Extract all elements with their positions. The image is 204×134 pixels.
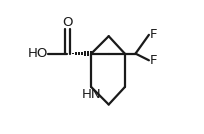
Text: HO: HO <box>27 47 48 60</box>
Text: HN: HN <box>81 88 101 101</box>
Text: F: F <box>150 54 158 67</box>
Text: O: O <box>62 16 72 29</box>
Text: F: F <box>150 28 158 41</box>
